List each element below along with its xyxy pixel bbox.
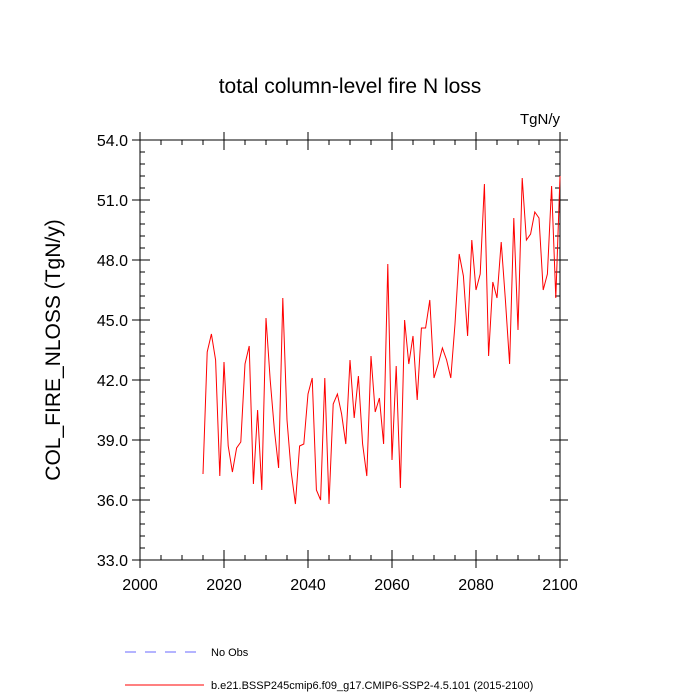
x-tick-label: 2060 [374,577,410,594]
y-axis-label: COL_FIRE_NLOSS (TgN/y) [42,219,65,480]
x-tick-labels: 2000 2020 2040 2060 2080 2100 [122,577,578,594]
y-tick-label: 48.0 [97,253,128,270]
axis-ticks [132,132,568,568]
plot-frame [139,139,561,561]
legend-label: No Obs [211,647,249,659]
legend: No Obs b.e21.BSSP245cmip6.f09_g17.CMIP6-S… [125,647,533,692]
legend-label: b.e21.BSSP245cmip6.f09_g17.CMIP6-SSP2-4.… [211,680,533,692]
x-tick-label: 2080 [458,577,494,594]
y-tick-label: 42.0 [97,373,128,390]
y-tick-label: 39.0 [97,433,128,450]
y-tick-labels: 33.0 36.0 39.0 42.0 45.0 48.0 51.0 54.0 [97,133,128,570]
units-label: TgN/y [520,111,561,128]
y-tick-label: 45.0 [97,313,128,330]
x-tick-label: 2000 [122,577,158,594]
y-tick-label: 54.0 [97,133,128,150]
series-group [202,175,561,505]
x-tick-label: 2100 [542,577,578,594]
chart-title: total column-level fire N loss [219,75,482,98]
x-tick-label: 2020 [206,577,242,594]
series-line [202,175,561,505]
x-tick-label: 2040 [290,577,326,594]
y-tick-label: 36.0 [97,493,128,510]
y-tick-label: 33.0 [97,553,128,570]
y-tick-label: 51.0 [97,193,128,210]
